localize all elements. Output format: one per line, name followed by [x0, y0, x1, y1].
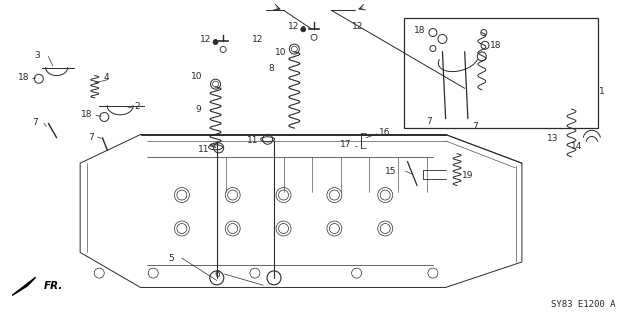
Text: 18: 18: [490, 41, 501, 50]
Text: 7: 7: [32, 118, 38, 127]
Text: 12: 12: [288, 22, 299, 31]
Text: 5: 5: [168, 254, 173, 263]
Text: 14: 14: [571, 142, 582, 151]
Bar: [404, 18, 598, 128]
Text: -: -: [302, 22, 305, 31]
Text: 10: 10: [275, 48, 287, 57]
Text: 11: 11: [197, 145, 209, 154]
Text: 7: 7: [426, 116, 432, 126]
Text: 2: 2: [134, 102, 140, 111]
Text: 15: 15: [385, 167, 396, 176]
Polygon shape: [12, 277, 36, 295]
Text: 7: 7: [472, 122, 478, 131]
Text: 19: 19: [462, 171, 473, 180]
Text: SY83 E1200 A: SY83 E1200 A: [552, 300, 616, 309]
Text: 18: 18: [414, 27, 426, 36]
Text: 12: 12: [201, 35, 211, 44]
Text: -: -: [214, 35, 217, 44]
Text: 18: 18: [82, 110, 93, 119]
Circle shape: [301, 27, 306, 32]
Text: 6: 6: [214, 269, 220, 279]
Text: 8: 8: [268, 64, 274, 73]
Text: 12: 12: [252, 35, 263, 44]
Text: 11: 11: [247, 136, 258, 145]
Text: 12: 12: [352, 22, 363, 31]
Text: 17: 17: [340, 140, 352, 149]
Text: 4: 4: [104, 73, 110, 82]
Text: 3: 3: [34, 51, 40, 60]
Text: 1: 1: [599, 87, 605, 96]
Text: FR.: FR.: [44, 281, 63, 291]
Text: 18: 18: [18, 73, 29, 82]
Text: 10: 10: [191, 72, 203, 81]
Circle shape: [213, 40, 218, 44]
Text: 7: 7: [89, 132, 94, 141]
Text: 16: 16: [379, 128, 390, 137]
Text: 13: 13: [547, 134, 559, 143]
Text: 9: 9: [195, 105, 201, 114]
